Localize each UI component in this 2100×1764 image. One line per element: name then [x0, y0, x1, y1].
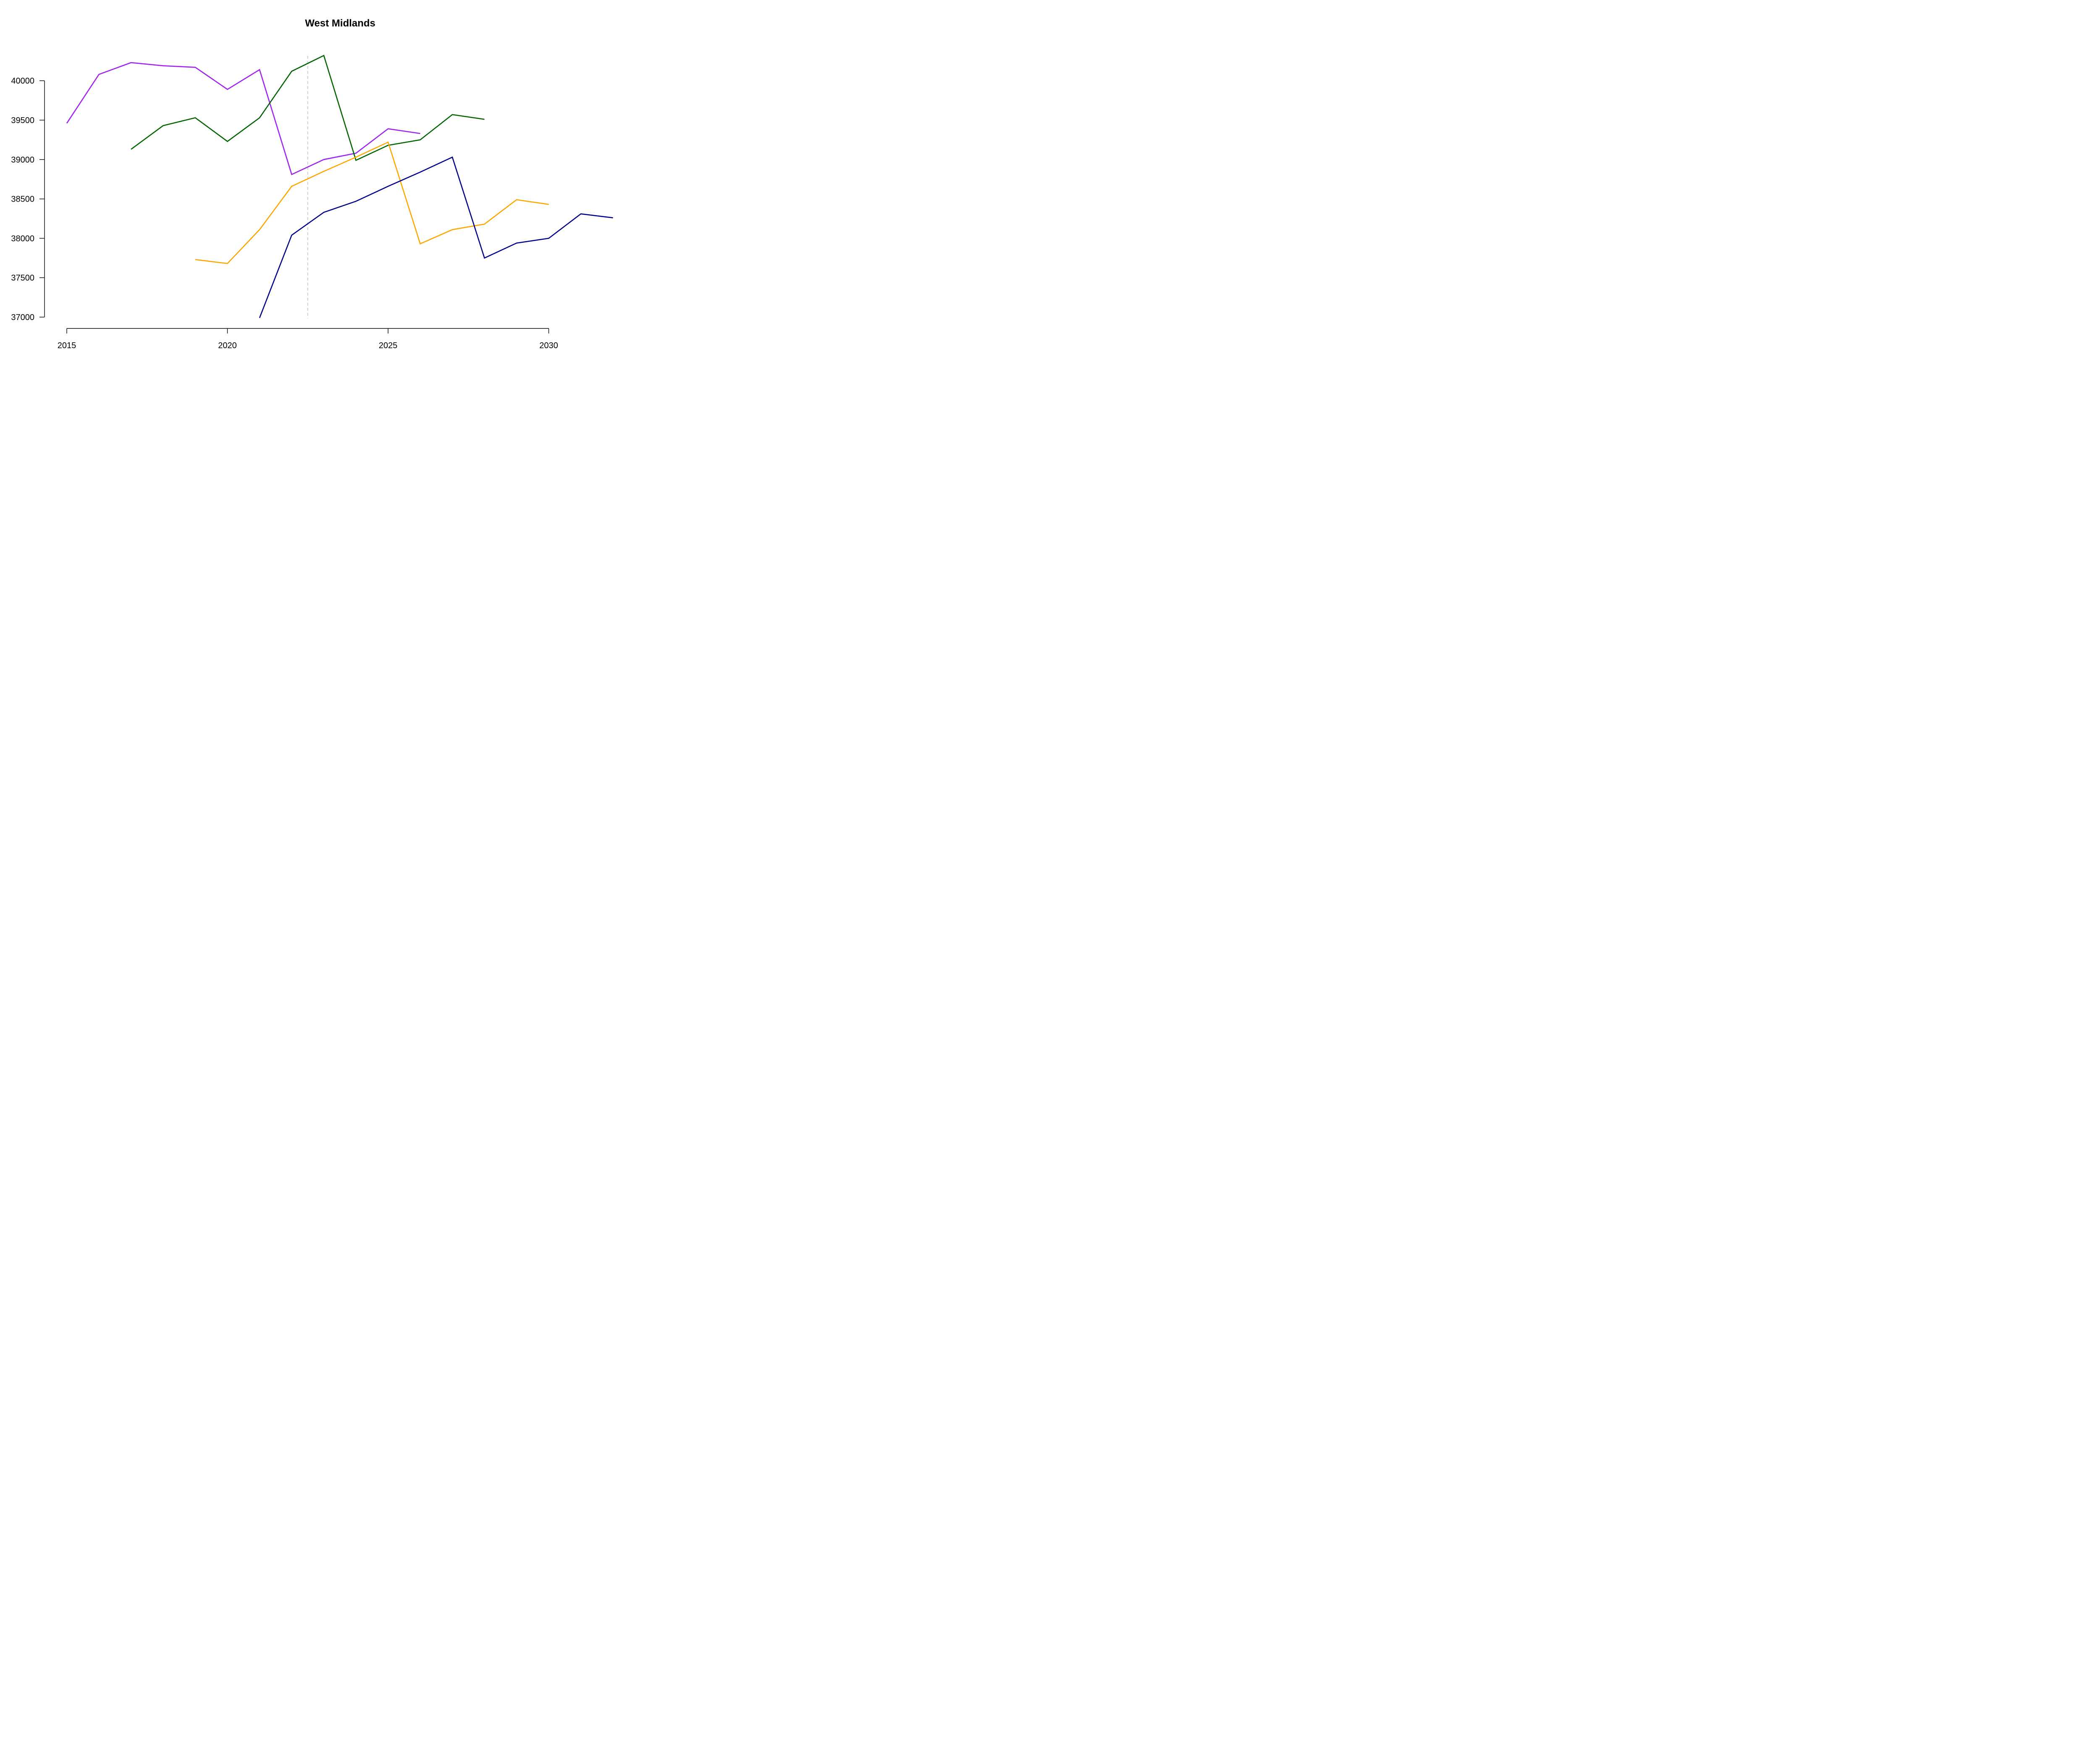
x-tick-label: 2030 — [539, 341, 558, 350]
x-tick-label: 2020 — [218, 341, 237, 350]
series-line-2 — [131, 55, 485, 161]
y-tick-label: 39000 — [11, 155, 34, 165]
series-line-4 — [259, 156, 613, 318]
chart-container: West Midlands 37000 37500 38000 38500 39000 3… — [0, 0, 655, 382]
y-tick-label: 40000 — [11, 76, 34, 86]
y-tick-label: 38500 — [11, 195, 34, 204]
x-tick-label: 2025 — [379, 341, 398, 350]
chart-title: West Midlands — [305, 18, 375, 29]
series-layer — [66, 55, 613, 318]
series-line-3 — [195, 141, 549, 264]
y-tick-label: 37500 — [11, 273, 34, 283]
x-tick-label: 2015 — [58, 341, 76, 350]
line-chart: West Midlands 37000375003800038500390003… — [11, 18, 613, 350]
series-line-1 — [66, 62, 420, 176]
y-tick-label: 38000 — [11, 234, 34, 243]
y-tick-label: 37000 — [11, 313, 34, 322]
y-tick-label: 39500 — [11, 116, 34, 125]
x-axis: 2015 2020 2025 2030 — [58, 328, 558, 350]
y-axis: 37000 37500 38000 38500 39000 39500 40000 — [11, 76, 45, 322]
